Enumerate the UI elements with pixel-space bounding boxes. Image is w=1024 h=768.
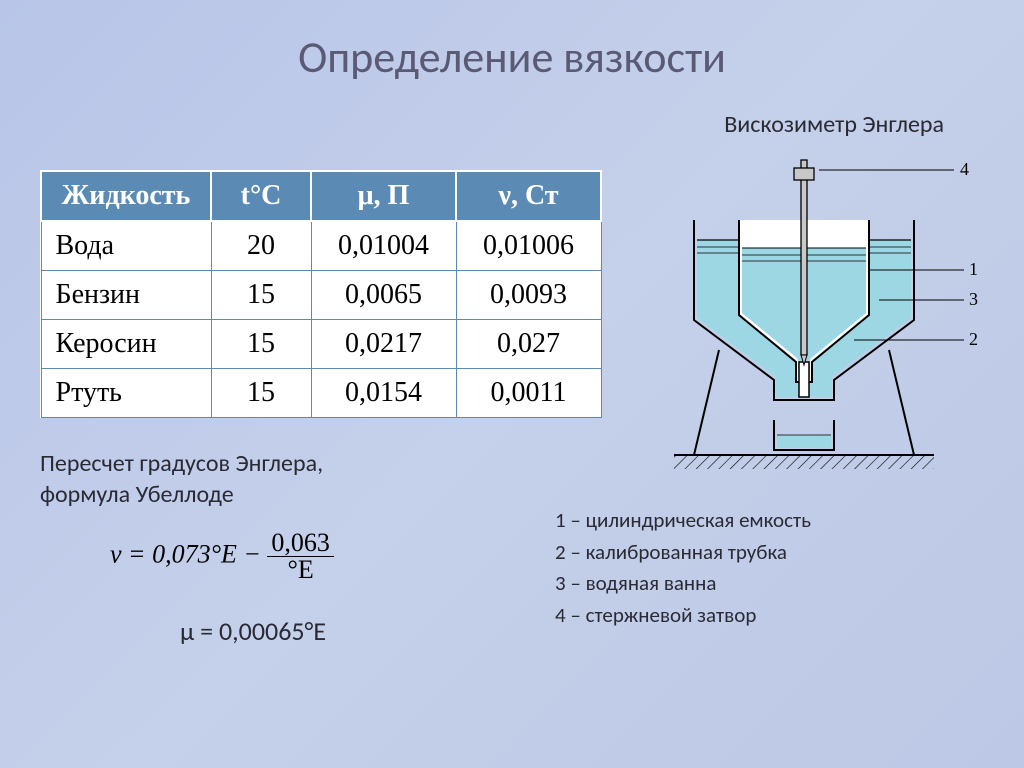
cell-liquid: Вода — [41, 221, 211, 271]
table-row: Ртуть 15 0,0154 0,0011 — [41, 369, 601, 418]
collected-liquid — [777, 435, 831, 448]
table-row: Керосин 15 0,0217 0,027 — [41, 320, 601, 369]
page-title: Определение вязкости — [0, 0, 1024, 84]
cell-nu: 0,027 — [456, 320, 601, 369]
fraction-numerator: 0,063 — [267, 530, 334, 557]
cell-liquid: Ртуть — [41, 369, 211, 418]
cell-nu: 0,0093 — [456, 271, 601, 320]
cell-liquid: Бензин — [41, 271, 211, 320]
cell-mu: 0,0065 — [311, 271, 456, 320]
legend-item-1: 1 – цилиндрическая емкость — [555, 505, 811, 537]
note-line-1: Пересчет градусов Энглера, — [40, 448, 323, 479]
leg-right — [889, 350, 914, 455]
diagram-label-1: 1 — [969, 259, 978, 279]
mu-formula: μ = 0,00065°E — [180, 615, 326, 647]
ubbelohde-formula: ν = 0,073°E − 0,063 °E — [110, 530, 334, 583]
diagram-label-2: 2 — [969, 329, 978, 349]
cell-temp: 15 — [211, 320, 311, 369]
col-nu: ν, Ст — [456, 171, 601, 221]
fraction-denominator: °E — [267, 557, 334, 583]
device-subtitle: Вискозиметр Энглера — [724, 110, 944, 139]
conversion-note: Пересчет градусов Энглера, формула Убелл… — [40, 448, 323, 510]
formula-prefix: ν = 0,073°E − — [110, 539, 267, 568]
cell-liquid: Керосин — [41, 320, 211, 369]
cell-temp: 15 — [211, 369, 311, 418]
diagram-label-3: 3 — [969, 289, 978, 309]
legend-item-4: 4 – стержневой затвор — [555, 600, 811, 632]
col-mu: μ, П — [311, 171, 456, 221]
col-temp: t°C — [211, 171, 311, 221]
cell-mu: 0,0217 — [311, 320, 456, 369]
diagram-label-4: 4 — [960, 159, 969, 179]
formula-fraction: 0,063 °E — [267, 530, 334, 583]
rod-stopper — [801, 160, 807, 355]
viscosity-table: Жидкость t°C μ, П ν, Ст Вода 20 0,01004 … — [40, 170, 602, 418]
cell-mu: 0,0154 — [311, 369, 456, 418]
rod-handle — [794, 168, 814, 180]
col-liquid: Жидкость — [41, 171, 211, 221]
cell-mu: 0,01004 — [311, 221, 456, 271]
legend-item-3: 3 – водяная ванна — [555, 568, 811, 600]
cell-temp: 20 — [211, 221, 311, 271]
diagram-legend: 1 – цилиндрическая емкость 2 – калиброва… — [555, 505, 811, 631]
calibrated-tube — [799, 362, 809, 397]
legend-item-2: 2 – калиброванная трубка — [555, 537, 811, 569]
table-row: Бензин 15 0,0065 0,0093 — [41, 271, 601, 320]
leg-left — [694, 350, 719, 455]
cell-nu: 0,0011 — [456, 369, 601, 418]
ground-hatch — [674, 455, 934, 469]
table-row: Вода 20 0,01004 0,01006 — [41, 221, 601, 271]
cell-temp: 15 — [211, 271, 311, 320]
table-header-row: Жидкость t°C μ, П ν, Ст — [41, 171, 601, 221]
cell-nu: 0,01006 — [456, 221, 601, 271]
engler-viscometer-diagram: 4 1 3 2 — [664, 150, 984, 480]
note-line-2: формула Убеллоде — [40, 479, 323, 510]
